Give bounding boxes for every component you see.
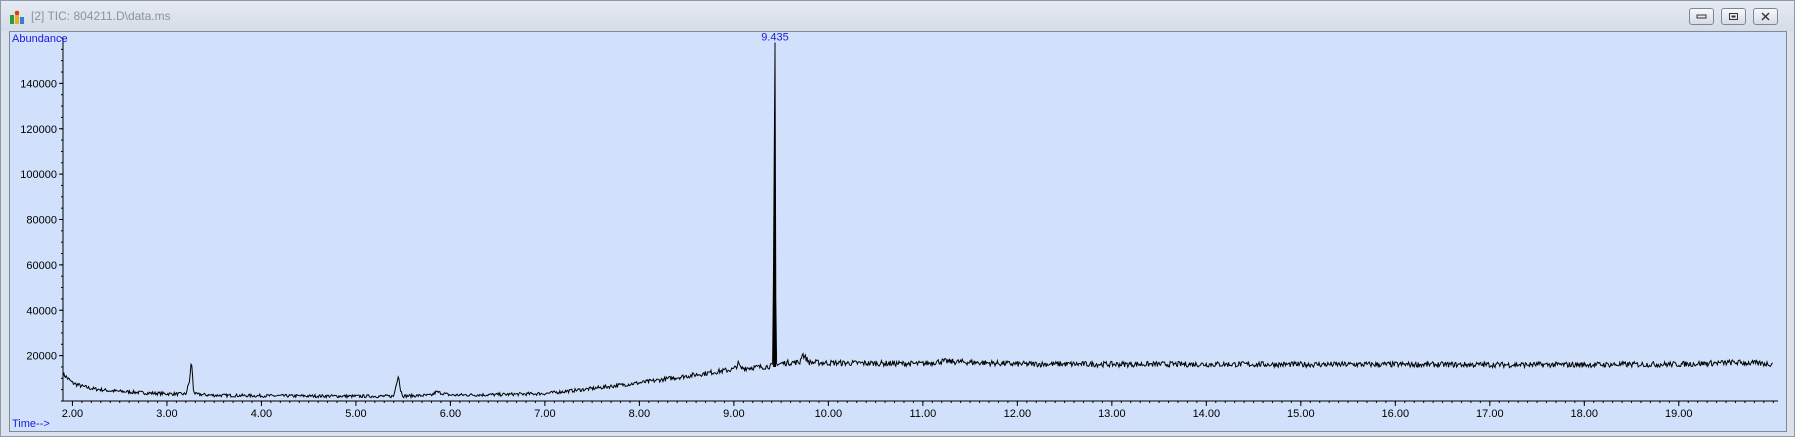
y-tick-label: 80000 [26, 215, 57, 227]
minimize-button[interactable] [1689, 8, 1714, 25]
x-tick-label: 19.00 [1665, 408, 1693, 420]
tic-chromatogram-chart: 20000 40000 60000 80000 100000 120000 140000 2… [12, 32, 1778, 430]
x-tick-label: 15.00 [1287, 408, 1315, 420]
x-tick-label: 5.00 [345, 408, 366, 420]
minimize-icon [1696, 14, 1707, 19]
chromatogram-app-icon [10, 10, 24, 24]
x-tick-label: 18.00 [1571, 408, 1599, 420]
plot-area[interactable]: 20000 40000 60000 80000 100000 120000 140000 2… [9, 31, 1787, 432]
y-tick-label: 20000 [26, 351, 57, 363]
y-tick-label: 140000 [20, 78, 57, 90]
restore-icon [1729, 13, 1738, 20]
x-tick-label: 3.00 [156, 408, 177, 420]
y-tick-label: 60000 [26, 260, 57, 272]
title-bar[interactable]: [2] TIC: 804211.D\data.ms [1, 1, 1794, 31]
y-axis-label: Abundance [12, 33, 68, 45]
x-tick-label: 12.00 [1004, 408, 1032, 420]
restore-button[interactable] [1721, 8, 1746, 25]
window-title: [2] TIC: 804211.D\data.ms [31, 9, 171, 23]
y-tick-label: 120000 [20, 124, 57, 136]
x-tick-label: 4.00 [251, 408, 272, 420]
x-axis-label: Time--> [12, 418, 50, 430]
y-tick-label: 100000 [20, 169, 57, 181]
x-tick-label: 17.00 [1476, 408, 1504, 420]
x-tick-label: 7.00 [534, 408, 555, 420]
x-tick-label: 10.00 [815, 408, 843, 420]
peak-retention-label: 9.435 [761, 32, 789, 44]
close-button[interactable] [1753, 8, 1778, 25]
x-tick-label: 9.00 [723, 408, 744, 420]
x-tick-label: 6.00 [440, 408, 461, 420]
tic-trace-line [62, 42, 1773, 400]
close-icon [1761, 12, 1770, 21]
x-tick-label: 11.00 [910, 408, 937, 420]
x-tick-label: 14.00 [1193, 408, 1221, 420]
x-tick-label: 8.00 [629, 408, 650, 420]
x-tick-label: 13.00 [1098, 408, 1126, 420]
x-tick-label: 2.00 [62, 408, 83, 420]
y-tick-label: 40000 [26, 305, 57, 317]
x-tick-label: 16.00 [1382, 408, 1410, 420]
